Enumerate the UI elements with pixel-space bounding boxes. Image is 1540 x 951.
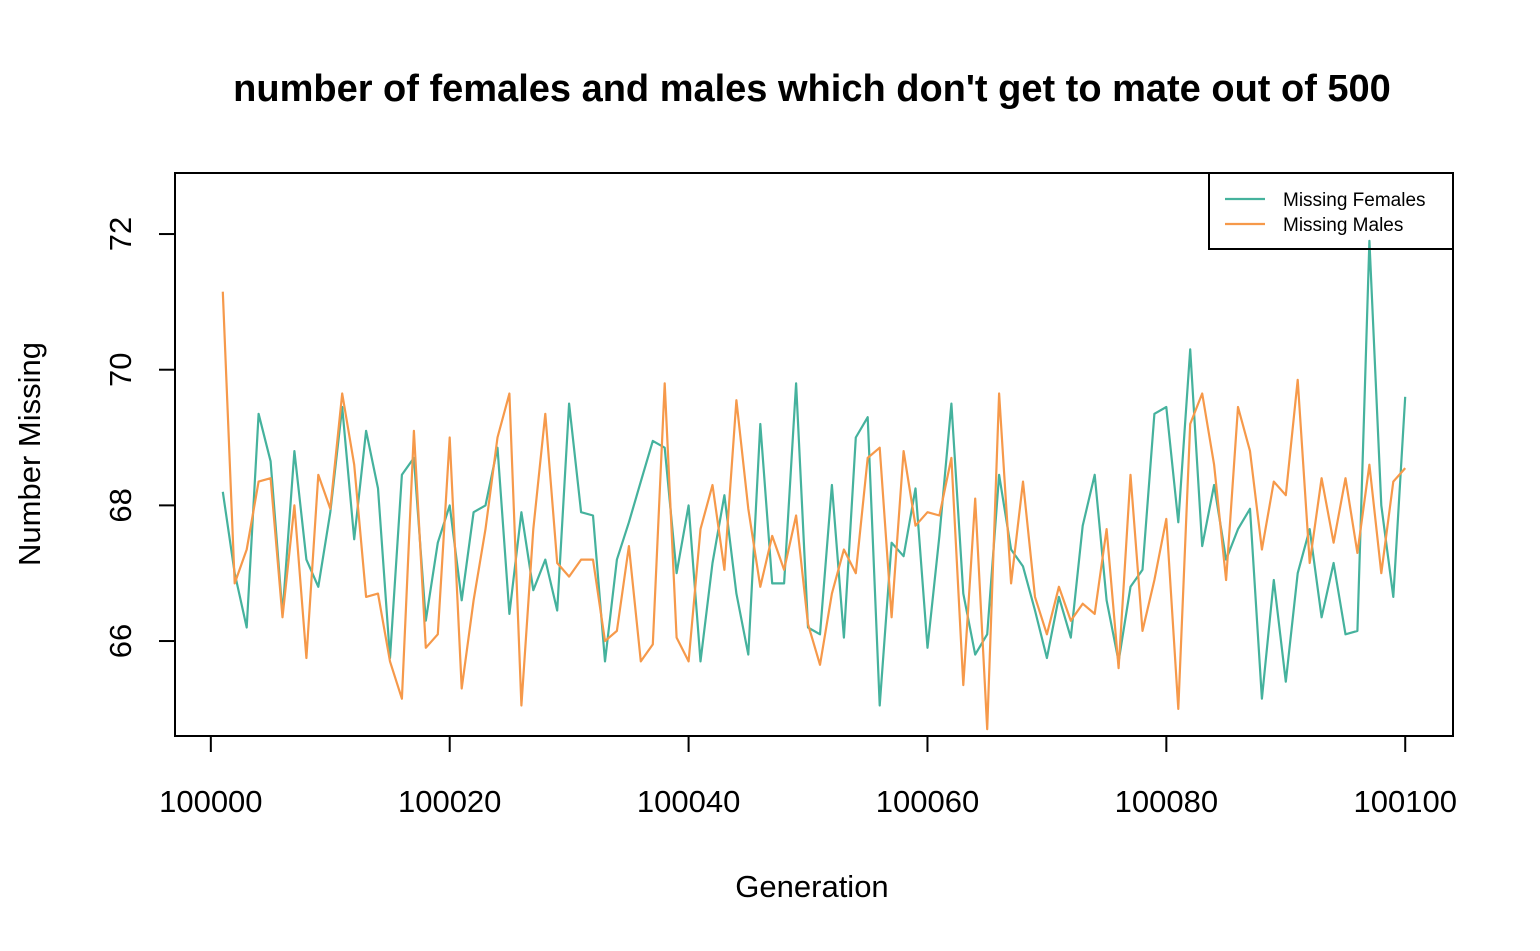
series-line-missing-males (221, 291, 1407, 731)
y-axis-label: Number Missing (12, 342, 47, 566)
x-axis: 100000 100020 100040 100060 100080 100100 (159, 735, 1457, 819)
legend: Missing Females Missing Males (1208, 172, 1454, 250)
legend-label: Missing Males (1283, 215, 1403, 236)
y-tick-label: 66 (103, 624, 138, 658)
series-layer (221, 239, 1407, 731)
y-tick-label: 70 (103, 352, 138, 386)
x-tick-label: 100080 (1115, 784, 1218, 819)
chart-title: number of females and males which don't … (233, 68, 1391, 110)
y-axis: 66 68 70 72 (103, 217, 176, 658)
x-tick-label: 100040 (637, 784, 740, 819)
legend-label: Missing Females (1283, 190, 1426, 211)
series-line-missing-females (221, 239, 1407, 707)
x-axis-label: Generation (735, 869, 888, 904)
x-tick-label: 100060 (876, 784, 979, 819)
y-tick-label: 68 (103, 488, 138, 522)
x-tick-label: 100020 (398, 784, 501, 819)
x-tick-label: 100100 (1353, 784, 1456, 819)
y-tick-label: 72 (103, 217, 138, 251)
x-tick-label: 100000 (159, 784, 262, 819)
legend-box (1208, 172, 1454, 250)
plot-area-border (174, 172, 1454, 737)
